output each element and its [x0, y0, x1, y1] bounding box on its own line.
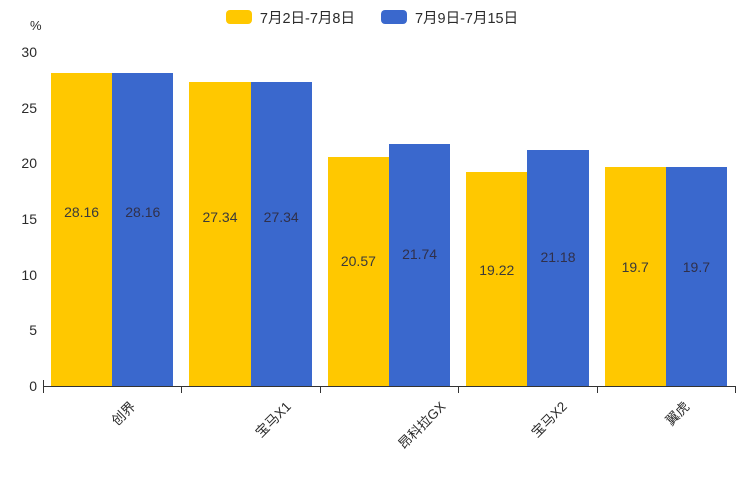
x-axis-tick: [596, 386, 598, 393]
bar-series-b[interactable]: 21.74: [389, 143, 451, 386]
x-category-label: 翼虎: [662, 398, 693, 429]
x-category-label: 创界: [108, 398, 139, 429]
y-tick-label: 0: [29, 378, 37, 394]
bar-value-label: 28.16: [125, 204, 161, 221]
x-category-label: 昂科拉GX: [395, 398, 449, 452]
x-category-label: 宝马X2: [528, 398, 571, 441]
bar-series-b[interactable]: 28.16: [112, 72, 174, 386]
y-axis-unit-label: %: [30, 18, 42, 33]
x-category-label: 宝马X1: [252, 398, 294, 441]
bar-value-label: 21.18: [540, 249, 576, 266]
bars-layer: 28.16 28.16 27.34 27.34 20.57 21.74 19.22 21.18…: [43, 52, 735, 386]
y-tick-label: 30: [21, 44, 37, 60]
legend-item-series-a[interactable]: 7月2日-7月8日: [225, 7, 355, 28]
bar-series-a[interactable]: 19.7: [604, 166, 666, 386]
bar-value-label: 27.34: [263, 209, 299, 226]
legend-item-series-b[interactable]: 7月9日-7月15日: [380, 7, 519, 28]
bar-value-label: 28.16: [64, 204, 100, 221]
y-tick-label: 5: [29, 322, 37, 339]
bar-series-a[interactable]: 20.57: [327, 157, 389, 386]
chart-legend: 7月2日-7月8日 7月9日-7月15日: [0, 6, 744, 28]
y-axis-tick-labels: 0 5 10 15 20 25 30: [0, 44, 37, 394]
legend-swatch-series-a: [225, 10, 252, 24]
bar-value-label: 19.7: [682, 258, 711, 275]
bar-series-b[interactable]: 19.7: [665, 166, 727, 386]
bar-series-b[interactable]: 21.18: [527, 150, 589, 386]
x-axis-tick: [43, 386, 44, 393]
x-axis-tick: [319, 386, 321, 393]
x-axis-tick: [181, 386, 183, 393]
bar-value-label: 21.74: [402, 245, 438, 262]
bar-series-a[interactable]: 19.22: [466, 172, 528, 386]
y-axis-line: [43, 380, 44, 387]
y-tick-label: 15: [21, 211, 37, 227]
bar-value-label: 20.57: [340, 253, 376, 270]
bar-value-label: 19.7: [621, 258, 649, 275]
bar-value-label: 19.22: [479, 261, 515, 278]
bar-series-b[interactable]: 27.34: [250, 81, 312, 386]
bar-value-label: 27.34: [202, 209, 238, 226]
legend-label-series-a: 7月2日-7月8日: [259, 10, 355, 27]
bar-series-a[interactable]: 28.16: [51, 72, 113, 386]
x-axis-tick: [735, 386, 736, 393]
y-tick-label: 25: [21, 99, 37, 116]
legend-swatch-series-b: [380, 10, 407, 24]
x-axis-line: [43, 386, 735, 387]
y-tick-label: 10: [21, 266, 37, 283]
bar-series-a[interactable]: 27.34: [189, 81, 251, 386]
y-tick-label: 20: [21, 155, 37, 172]
x-axis-category-labels: 创界 宝马X1 昂科拉GX 宝马X2 翼虎: [43, 386, 735, 476]
x-axis-tick: [458, 386, 460, 393]
legend-label-series-b: 7月9日-7月15日: [414, 10, 519, 27]
